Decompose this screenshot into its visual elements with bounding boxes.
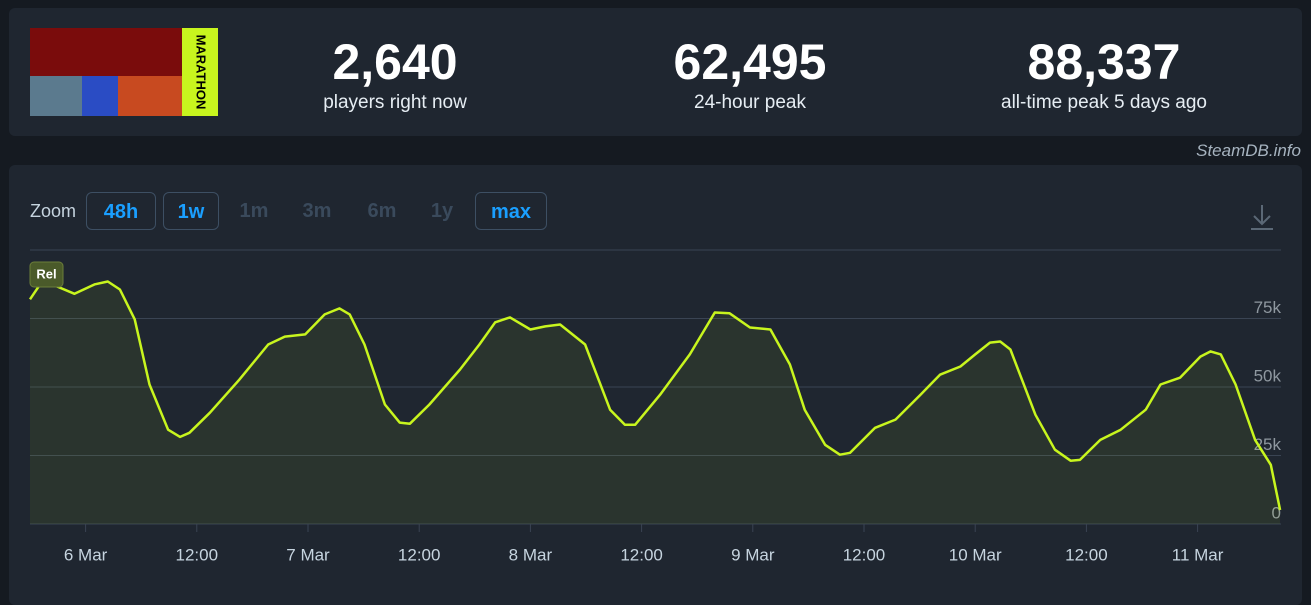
logo-text: MARATHON <box>194 35 209 110</box>
annotation-badge <box>29 261 64 288</box>
credit: SteamDB.info <box>1196 141 1301 160</box>
zoom-button[interactable]: 6m <box>367 200 397 222</box>
x-tick-label: 12:00 <box>620 545 663 564</box>
y-tick-label: 75k <box>1254 298 1282 317</box>
zoom-label: Zoom <box>30 201 77 221</box>
y-tick-label: 50k <box>1254 366 1282 385</box>
stat-label: 24-hour peak <box>694 92 806 113</box>
x-tick-label: 12:00 <box>1065 545 1108 564</box>
game-logo: MARATHON <box>30 28 218 116</box>
zoom-button[interactable]: 3m <box>302 200 332 222</box>
stat-value: 62,495 <box>673 34 827 90</box>
download-icon[interactable] <box>1249 203 1275 231</box>
zoom-button[interactable]: 48h <box>86 192 156 230</box>
x-tick-label: 7 Mar <box>286 545 330 564</box>
line-area <box>30 281 1281 524</box>
line <box>28 280 1282 511</box>
x-tick-label: 12:00 <box>398 545 441 564</box>
annotation: Rel <box>36 266 56 281</box>
stat-label: players right now <box>323 92 467 113</box>
stat: 2,640 players right now <box>225 32 565 114</box>
stat-value: 88,337 <box>1027 34 1181 90</box>
stat: 62,495 24-hour peak <box>580 32 920 114</box>
stats-card: MARATHON 2,640 players right now 62,495 24… <box>9 8 1302 136</box>
x-tick-label: 12:00 <box>843 545 886 564</box>
stat-label: all-time peak 5 days ago <box>1001 92 1207 113</box>
zoom-button[interactable]: 1y <box>430 200 454 222</box>
x-tick-label: 6 Mar <box>64 545 108 564</box>
zoom-button[interactable]: 1m <box>239 200 269 222</box>
stat-value: 2,640 <box>332 34 458 90</box>
stat: 88,337 all-time peak 5 days ago <box>934 32 1274 114</box>
x-tick-label: 10 Mar <box>949 545 1002 564</box>
x-tick-label: 11 Mar <box>1172 545 1224 564</box>
x-tick-label: 8 Mar <box>509 545 553 564</box>
zoom-button[interactable]: max <box>475 192 547 230</box>
x-tick-label: 9 Mar <box>731 545 775 564</box>
x-tick-label: 12:00 <box>176 545 219 564</box>
y-tick-label: 0 <box>1272 503 1281 522</box>
zoom-button[interactable]: 1w <box>163 192 219 230</box>
